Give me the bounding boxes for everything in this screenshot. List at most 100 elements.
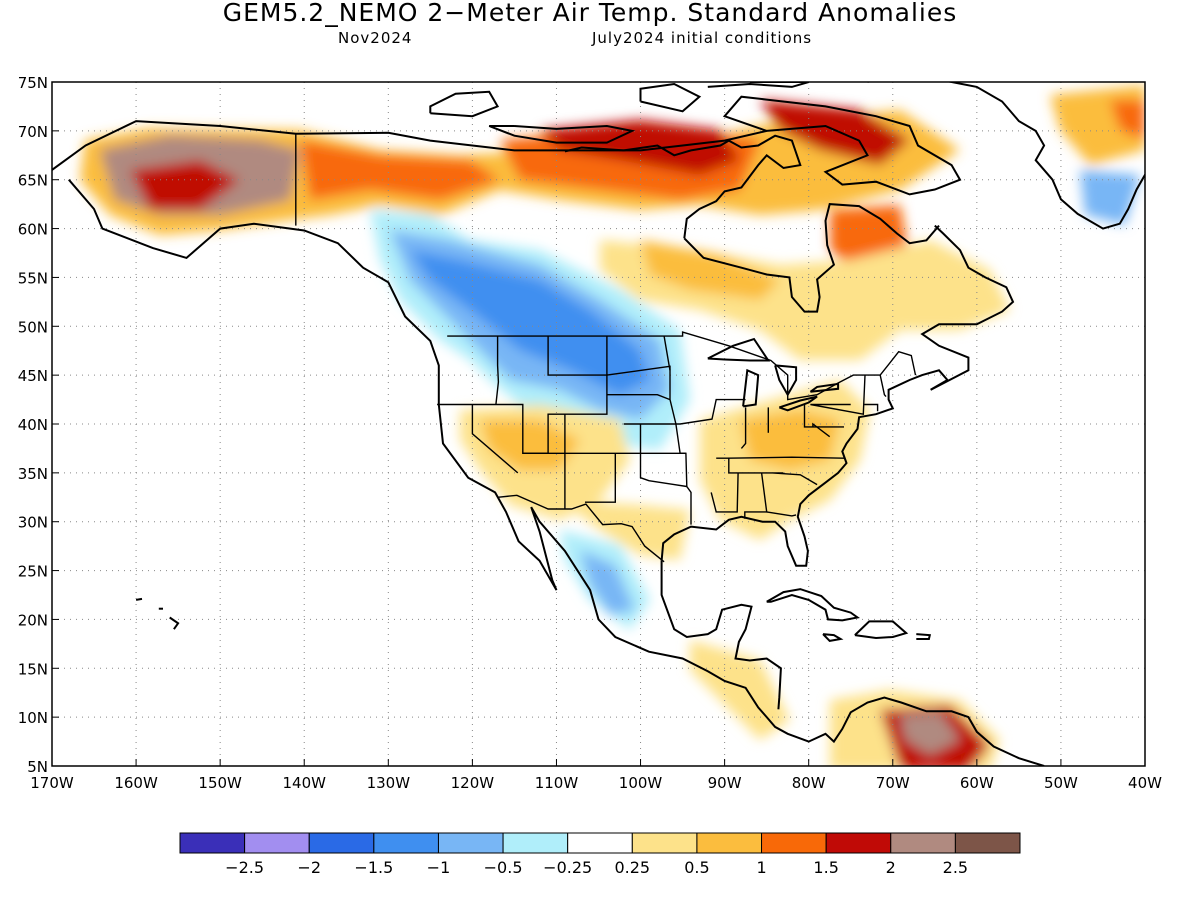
colorbar-label: 2.5 xyxy=(943,858,968,877)
lon-tick-label: 70W xyxy=(876,774,910,792)
lat-tick-label: 10N xyxy=(18,709,48,727)
coastline xyxy=(916,633,932,640)
political-border xyxy=(447,331,917,401)
lon-tick-label: 80W xyxy=(792,774,826,792)
colorbar-swatch xyxy=(244,832,310,854)
political-border xyxy=(495,336,500,405)
political-border xyxy=(639,424,687,488)
coastline xyxy=(774,364,798,397)
colorbar-label: −0.25 xyxy=(543,858,592,877)
coastline xyxy=(707,82,809,88)
lat-tick-label: 50N xyxy=(18,318,48,336)
political-border xyxy=(471,404,519,474)
lat-tick-label: 20N xyxy=(18,611,48,629)
coastline xyxy=(722,95,962,196)
political-border xyxy=(728,458,818,486)
colorbar-swatch xyxy=(631,832,698,854)
political-border xyxy=(623,398,746,425)
colorbar-swatch xyxy=(437,832,504,854)
lat-tick-label: 25N xyxy=(18,563,48,581)
colorbar-label: 1.5 xyxy=(813,858,838,877)
lon-tick-label: 160W xyxy=(114,774,158,792)
coastline xyxy=(778,395,818,412)
lon-tick-label: 40W xyxy=(1128,774,1162,792)
anomaly-shading xyxy=(80,85,1145,766)
lat-tick-label: 15N xyxy=(18,660,48,678)
coastline xyxy=(707,337,771,362)
colorbar-label: 0.5 xyxy=(684,858,709,877)
political-border xyxy=(663,335,671,371)
lat-tick-label: 35N xyxy=(18,465,48,483)
coastline xyxy=(742,368,760,408)
lat-tick-label: 65N xyxy=(18,172,48,190)
lat-tick-label: 40N xyxy=(18,416,48,434)
coastlines xyxy=(52,82,1145,766)
colorbar-label: −0.5 xyxy=(484,858,523,877)
lat-tick-label: 5N xyxy=(27,758,48,776)
coastline xyxy=(169,616,180,630)
coastline xyxy=(822,633,844,642)
colorbar-swatch xyxy=(567,832,633,854)
initial-conditions: July2024 initial conditions xyxy=(592,29,813,47)
coastline xyxy=(639,82,702,113)
colorbar-label: −2.5 xyxy=(225,858,264,877)
lon-tick-label: 110W xyxy=(535,774,579,792)
colorbar-swatch xyxy=(696,832,763,854)
coastline xyxy=(52,120,767,171)
lat-tick-label: 60N xyxy=(18,221,48,239)
lat-tick-label: 45N xyxy=(18,367,48,385)
political-border xyxy=(864,403,879,412)
coastline xyxy=(867,82,1145,230)
colorbar-swatch xyxy=(179,832,246,854)
lat-tick-label: 75N xyxy=(18,74,48,92)
political-border xyxy=(710,472,739,513)
colorbar-label: 0.25 xyxy=(614,858,650,877)
political-border xyxy=(606,394,671,401)
colorbar-swatch xyxy=(890,832,956,854)
chart-title: GEM5.2_NEMO 2−Meter Air Temp. Standard A… xyxy=(222,0,958,27)
coastline xyxy=(135,597,143,601)
political-border xyxy=(744,472,768,519)
forecast-month: Nov2024 xyxy=(338,29,413,47)
colorbar-swatch xyxy=(825,832,892,854)
coastline xyxy=(683,203,940,313)
colorbar-label: 2 xyxy=(886,858,896,877)
lon-tick-label: 170W xyxy=(30,774,74,792)
lon-tick-label: 140W xyxy=(282,774,326,792)
colorbar-swatch xyxy=(761,832,827,854)
coastline xyxy=(68,179,1045,766)
colorbar-swatch xyxy=(954,832,1021,854)
axis-ticks: 170W 160W 150W 140W 130W 120W 110W 100W 90W 80W 70… xyxy=(18,74,1162,792)
lon-tick-label: 130W xyxy=(367,774,411,792)
coastline xyxy=(564,134,802,239)
coastline xyxy=(809,382,840,393)
political-border xyxy=(716,456,845,459)
colorbar: −2.5 −2 −1.5 −1 −0.5 −0.25 0.25 0.5 1 1.5 2 2.5 xyxy=(179,832,1021,877)
lon-tick-label: 150W xyxy=(198,774,242,792)
lon-tick-label: 90W xyxy=(708,774,742,792)
coastline xyxy=(766,588,860,622)
political-border xyxy=(740,407,747,449)
coastline xyxy=(660,224,1015,567)
coastline xyxy=(660,560,782,710)
coastline xyxy=(854,620,909,640)
political-border xyxy=(585,453,616,503)
colorbar-swatch xyxy=(373,832,439,854)
lon-tick-label: 100W xyxy=(619,774,663,792)
political-border xyxy=(803,404,844,428)
colorbar-label: 1 xyxy=(756,858,766,877)
lon-tick-label: 120W xyxy=(451,774,495,792)
lon-tick-label: 50W xyxy=(1044,774,1078,792)
colorbar-label: −1 xyxy=(427,858,451,877)
colorbar-label: −1.5 xyxy=(354,858,393,877)
lat-tick-label: 70N xyxy=(18,123,48,141)
coastline xyxy=(488,124,636,144)
political-border xyxy=(879,374,887,398)
colorbar-swatch xyxy=(502,832,569,854)
political-border xyxy=(497,494,665,563)
lat-tick-label: 55N xyxy=(18,269,48,287)
lat-tick-label: 30N xyxy=(18,514,48,532)
coastline xyxy=(429,90,500,118)
colorbar-swatch xyxy=(308,832,375,854)
